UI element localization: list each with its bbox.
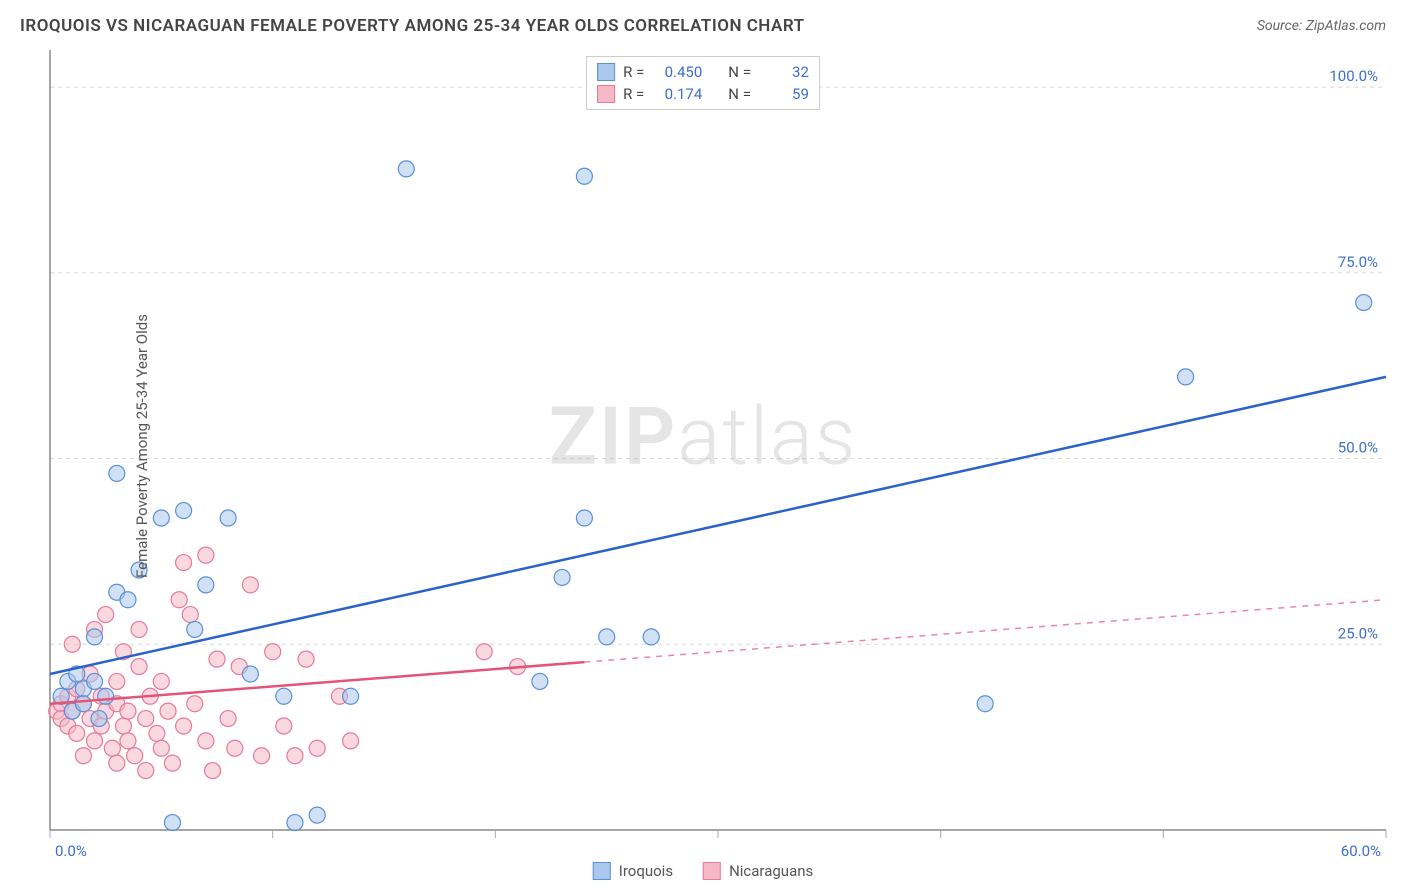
legend-item-iroquois: Iroquois [593,862,673,880]
legend-label: Iroquois [619,862,673,880]
svg-text:0.0%: 0.0% [55,842,87,860]
chart-container: IROQUOIS VS NICARAGUAN FEMALE POVERTY AM… [0,0,1406,892]
r-label: R = [623,85,644,103]
legend-stats-row: R = 0.450 N = 32 [597,61,809,83]
svg-text:60.0%: 60.0% [1341,842,1381,860]
legend-label: Nicaraguans [729,862,813,880]
n-value: 59 [759,85,809,103]
legend-series: Iroquois Nicaraguans [593,862,814,880]
title-bar: IROQUOIS VS NICARAGUAN FEMALE POVERTY AM… [20,16,1386,36]
legend-item-nicaraguans: Nicaraguans [703,862,813,880]
n-label: N = [728,63,751,81]
legend-swatch-nicaraguans [597,85,615,103]
y-axis-label: Female Poverty Among 25-34 Year Olds [133,314,151,578]
legend-stats-row: R = 0.174 N = 59 [597,83,809,105]
svg-text:50.0%: 50.0% [1338,439,1378,457]
svg-text:25.0%: 25.0% [1338,624,1378,642]
r-value: 0.174 [652,85,702,103]
r-value: 0.450 [652,63,702,81]
n-value: 32 [759,63,809,81]
svg-text:100.0%: 100.0% [1329,67,1378,85]
legend-stats: R = 0.450 N = 32 R = 0.174 N = 59 [586,56,820,110]
scatter-plot: 0.0% 60.0% 25.0% 50.0% 75.0% 100.0% [0,0,1406,892]
n-label: N = [728,85,751,103]
source-label: Source: ZipAtlas.com [1257,18,1386,34]
legend-swatch-iroquois [597,63,615,81]
chart-title: IROQUOIS VS NICARAGUAN FEMALE POVERTY AM… [20,16,805,36]
legend-swatch-iroquois [593,862,611,880]
r-label: R = [623,63,644,81]
svg-text:75.0%: 75.0% [1338,253,1378,271]
legend-swatch-nicaraguans [703,862,721,880]
